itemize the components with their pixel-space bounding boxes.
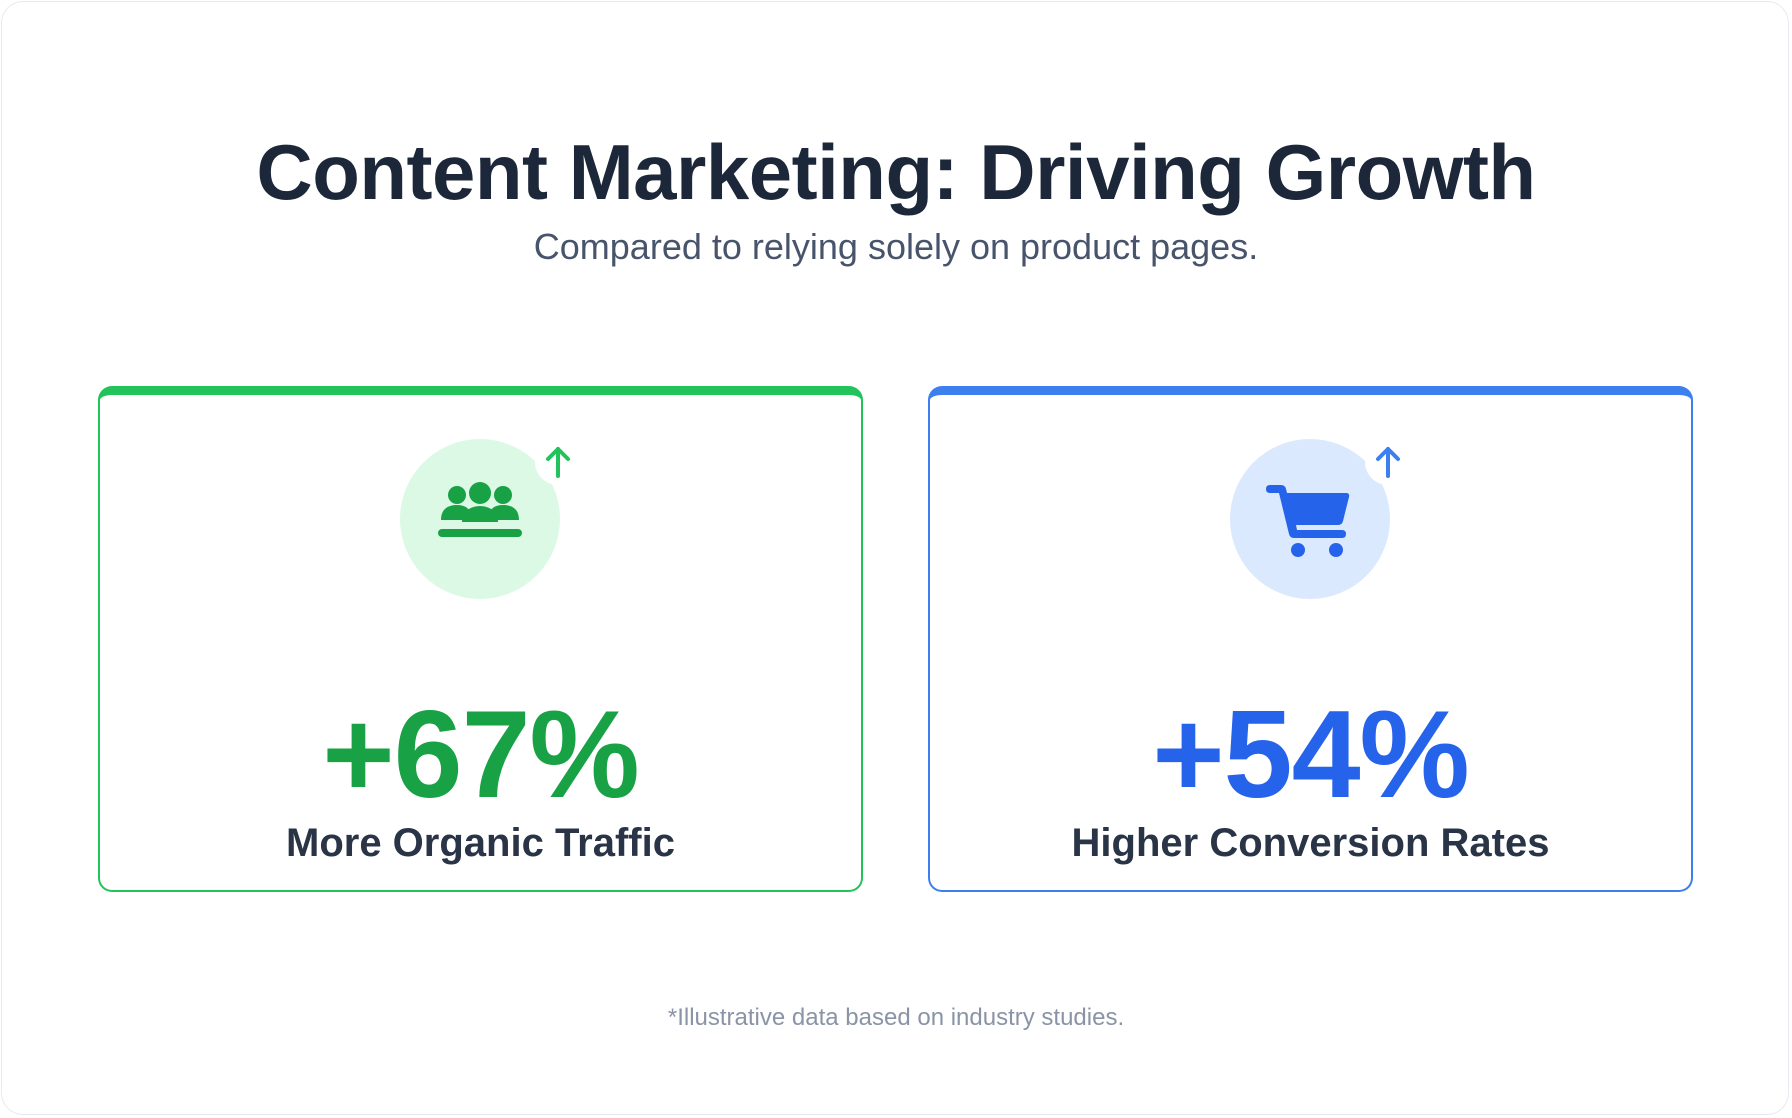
page-subtitle: Compared to relying solely on product pa… (533, 226, 1259, 267)
users-group-icon (436, 475, 524, 563)
arrow-up-icon (535, 439, 581, 485)
stat-value: +67% (322, 686, 640, 824)
shopping-cart-icon (1266, 475, 1354, 563)
stat-card-organic-traffic: +67% More Organic Traffic (98, 386, 863, 892)
stat-label: Higher Conversion Rates (1071, 821, 1550, 865)
stat-value: +54% (1152, 686, 1470, 824)
stat-label: More Organic Traffic (286, 821, 675, 865)
footnote: *Illustrative data based on industry stu… (667, 1004, 1125, 1031)
stat-card-conversion-rates: +54% Higher Conversion Rates (928, 386, 1693, 892)
arrow-up-icon (1365, 439, 1411, 485)
page-title: Content Marketing: Driving Growth (256, 128, 1536, 216)
